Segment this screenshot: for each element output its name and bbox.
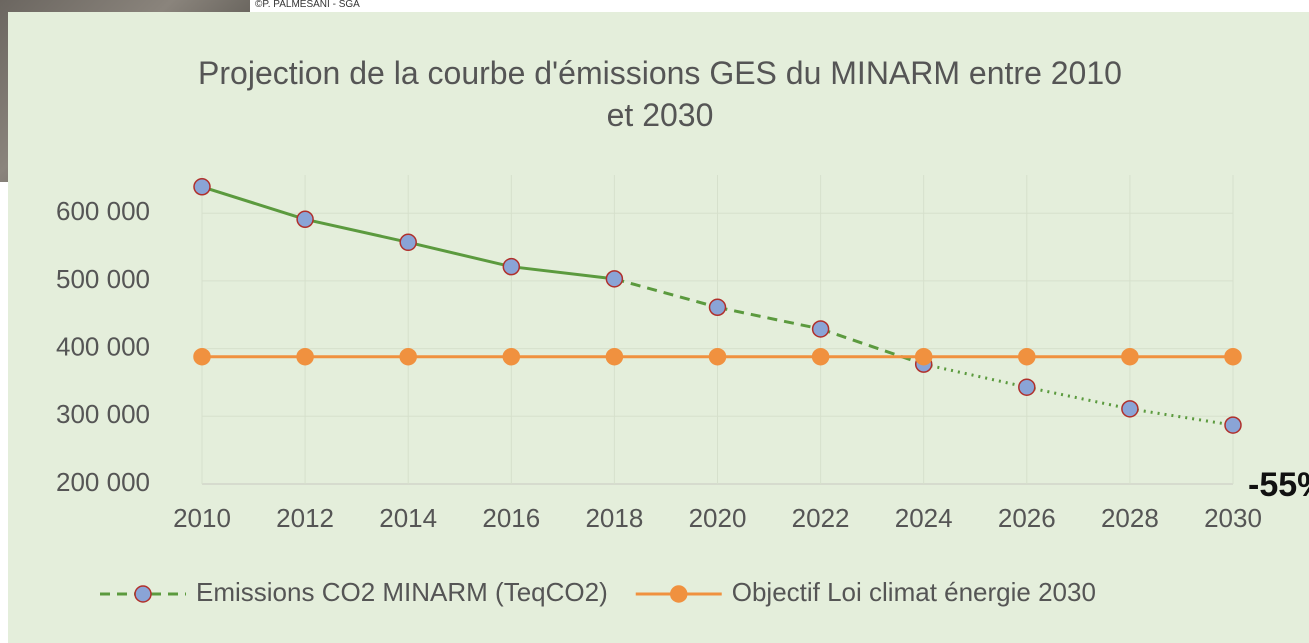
series-line	[614, 279, 717, 307]
series-line	[1027, 387, 1130, 409]
series-line	[821, 329, 924, 364]
marker	[400, 234, 416, 250]
marker	[297, 349, 313, 365]
marker	[194, 179, 210, 195]
x-tick-label: 2016	[482, 503, 540, 533]
legend-marker	[671, 586, 687, 602]
y-tick-label: 200 000	[56, 467, 150, 497]
x-tick-label: 2018	[585, 503, 643, 533]
marker	[710, 349, 726, 365]
annotation: -55%	[1248, 466, 1309, 504]
marker	[710, 299, 726, 315]
x-tick-label: 2020	[689, 503, 747, 533]
page: ©P. PALMESANI - SGA Projection de la cou…	[0, 0, 1309, 643]
series-line	[408, 242, 511, 266]
marker	[194, 349, 210, 365]
y-tick-label: 500 000	[56, 264, 150, 294]
legend-marker	[135, 586, 151, 602]
y-tick-label: 300 000	[56, 399, 150, 429]
x-tick-label: 2022	[792, 503, 850, 533]
series-line	[1130, 409, 1233, 425]
series-line	[924, 364, 1027, 387]
marker	[1225, 349, 1241, 365]
series-line	[202, 187, 305, 219]
x-tick-label: 2026	[998, 503, 1056, 533]
chart: 200 000 300 000 400 000 500 000 600 000 2010 2…	[0, 0, 1309, 643]
marker	[400, 349, 416, 365]
marker	[916, 349, 932, 365]
x-tick-label: 2010	[173, 503, 231, 533]
x-tick-label: 2024	[895, 503, 953, 533]
marker	[297, 211, 313, 227]
marker	[503, 349, 519, 365]
marker	[503, 259, 519, 275]
marker	[1122, 401, 1138, 417]
marker	[1019, 349, 1035, 365]
series-line	[305, 219, 408, 242]
series-line	[718, 307, 821, 329]
series-line	[511, 267, 614, 279]
marker	[1225, 417, 1241, 433]
legend-label: Objectif Loi climat énergie 2030	[732, 577, 1096, 607]
x-tick-label: 2012	[276, 503, 334, 533]
marker	[813, 321, 829, 337]
x-tick-label: 2028	[1101, 503, 1159, 533]
legend-label: Emissions CO2 MINARM (TeqCO2)	[196, 577, 608, 607]
marker	[1122, 349, 1138, 365]
marker	[813, 349, 829, 365]
marker	[606, 349, 622, 365]
y-tick-label: 600 000	[56, 196, 150, 226]
x-tick-label: 2014	[379, 503, 437, 533]
marker	[1019, 379, 1035, 395]
marker	[606, 271, 622, 287]
y-tick-label: 400 000	[56, 331, 150, 361]
x-tick-label: 2030	[1204, 503, 1262, 533]
